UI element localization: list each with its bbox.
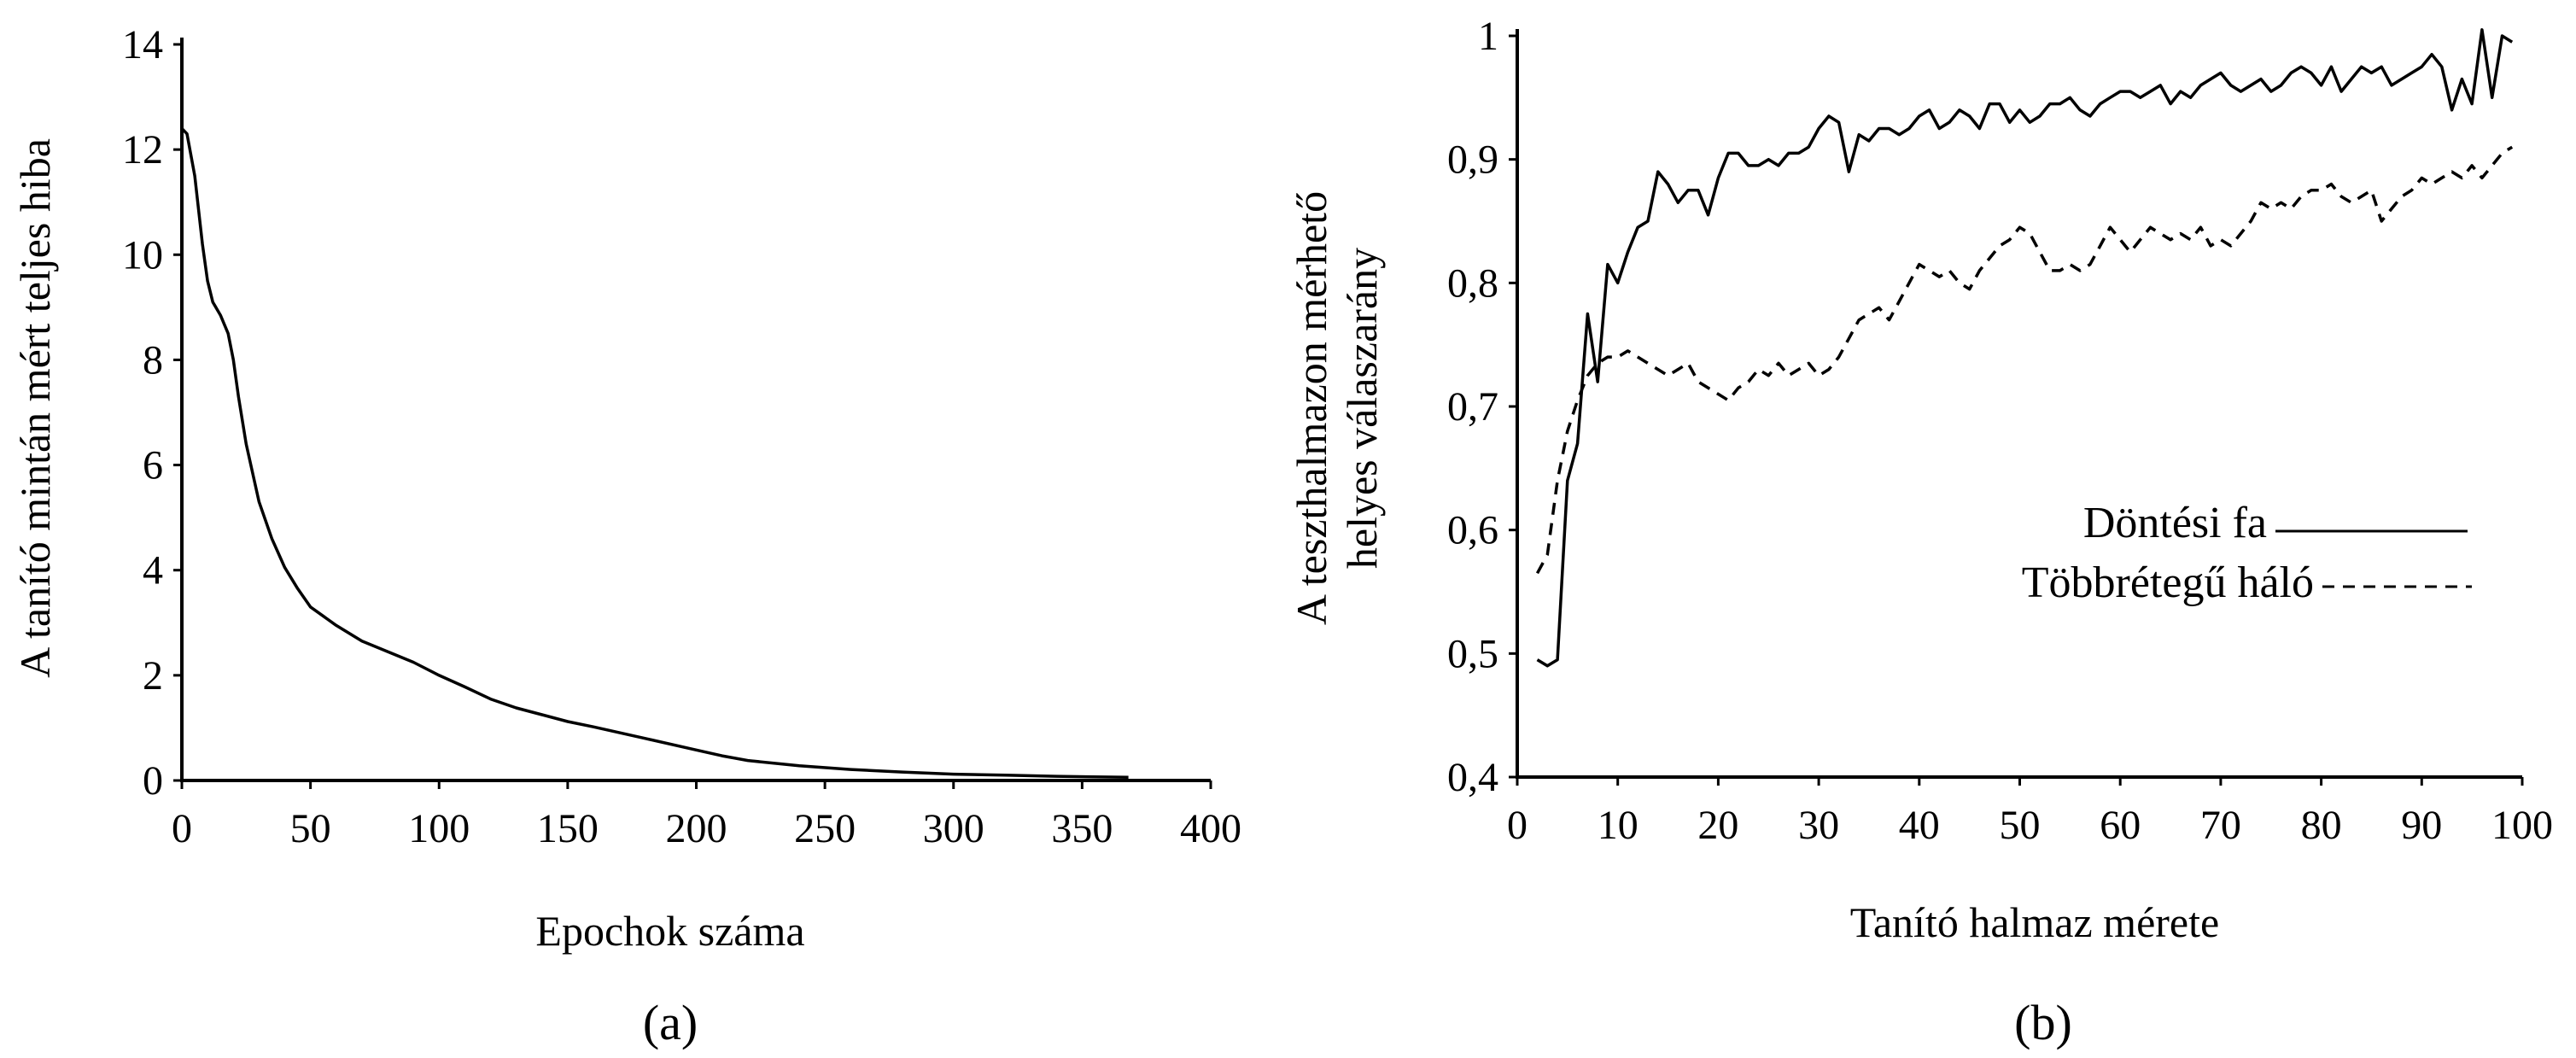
chart-b-caption: (b) <box>2014 995 2072 1050</box>
chart-a-plot-area: 0 50 100 150 200 250 300 350 400 0 2 4 6 8 10 12 14 <box>122 22 1241 851</box>
legend-label-dontesi-fa: Döntési fa <box>2083 499 2267 547</box>
chart-b-x-tick-label: 30 <box>1798 803 1839 848</box>
chart-panel-a: 0 50 100 150 200 250 300 350 400 0 2 4 6 8 10 12 14 A ta… <box>11 22 1241 1050</box>
chart-a-y-tick-label: 2 <box>143 653 163 699</box>
chart-panel-b: 0 10 20 30 40 50 60 70 80 90 100 0,4 0,5 0,6 0,7 0,8 0,9… <box>1288 14 2553 1050</box>
chart-a-x-tick-label: 200 <box>666 806 727 851</box>
chart-a-x-tick-label: 350 <box>1051 806 1113 851</box>
chart-a-x-tick-label: 400 <box>1180 806 1241 851</box>
chart-a-x-axis-label: Epochok száma <box>535 907 804 955</box>
chart-a-x-tick-label: 150 <box>537 806 599 851</box>
chart-b-series-line-2 <box>1535 145 2514 575</box>
chart-a-series-line-1 <box>180 127 1129 780</box>
chart-a-x-tick-label: 0 <box>172 806 192 851</box>
chart-b-x-axis-label: Tanító halmaz mérete <box>1850 898 2219 946</box>
chart-b-x-tick-label: 10 <box>1598 803 1638 848</box>
chart-b-y-tick-label: 0,7 <box>1447 384 1498 430</box>
chart-a-y-tick-label: 0 <box>143 758 163 804</box>
chart-b-plot-area: 0 10 20 30 40 50 60 70 80 90 100 0,4 0,5 0,6 0,7 0,8 0,9… <box>1447 14 2553 848</box>
chart-a-y-tick-label: 8 <box>143 337 163 383</box>
chart-b-y-axis-label-line-1: A teszthalmazon mérhető <box>1288 191 1335 625</box>
chart-a-x-tick-label: 100 <box>408 806 470 851</box>
chart-b-x-tick-label: 80 <box>2301 803 2342 848</box>
legend-label-tobbretegu-halo: Többrétegű háló <box>2022 558 2314 607</box>
chart-a-y-tick-label: 6 <box>143 443 163 488</box>
chart-a-y-tick-label: 14 <box>122 22 163 67</box>
chart-b-x-tick-label: 40 <box>1899 803 1940 848</box>
chart-b-y-tick-label: 0,6 <box>1447 508 1498 553</box>
chart-a-y-tick-label: 4 <box>143 548 163 593</box>
chart-a-x-tick-label: 250 <box>794 806 856 851</box>
chart-b-y-tick-label: 0,4 <box>1447 755 1498 800</box>
chart-a-y-tick-label: 12 <box>122 127 163 172</box>
chart-a-caption: (a) <box>643 995 698 1050</box>
chart-b-x-tick-label: 0 <box>1507 803 1527 848</box>
chart-b-series-line-1 <box>1536 28 2514 668</box>
chart-a-y-tick-label: 10 <box>122 232 163 278</box>
chart-b-y-axis-label-line-2: helyes válaszarány <box>1338 248 1386 569</box>
chart-b-legend: Döntési fa Többrétegű háló <box>2022 499 2472 607</box>
chart-b-y-tick-label: 0,9 <box>1447 137 1498 183</box>
chart-b-x-tick-label: 100 <box>2491 803 2553 848</box>
chart-b-y-tick-label: 0,5 <box>1447 631 1498 676</box>
chart-b-y-tick-label: 0,8 <box>1447 260 1498 306</box>
chart-a-x-tick-label: 300 <box>923 806 984 851</box>
chart-a-x-tick-label: 50 <box>290 806 331 851</box>
chart-a-y-axis-label: A tanító mintán mért teljes hiba <box>11 138 59 678</box>
chart-b-y-tick-label: 1 <box>1478 14 1498 59</box>
chart-b-x-tick-label: 50 <box>2000 803 2041 848</box>
chart-b-x-tick-label: 20 <box>1697 803 1738 848</box>
chart-b-x-tick-label: 90 <box>2401 803 2442 848</box>
chart-b-x-tick-label: 70 <box>2200 803 2241 848</box>
chart-b-x-tick-label: 60 <box>2100 803 2141 848</box>
